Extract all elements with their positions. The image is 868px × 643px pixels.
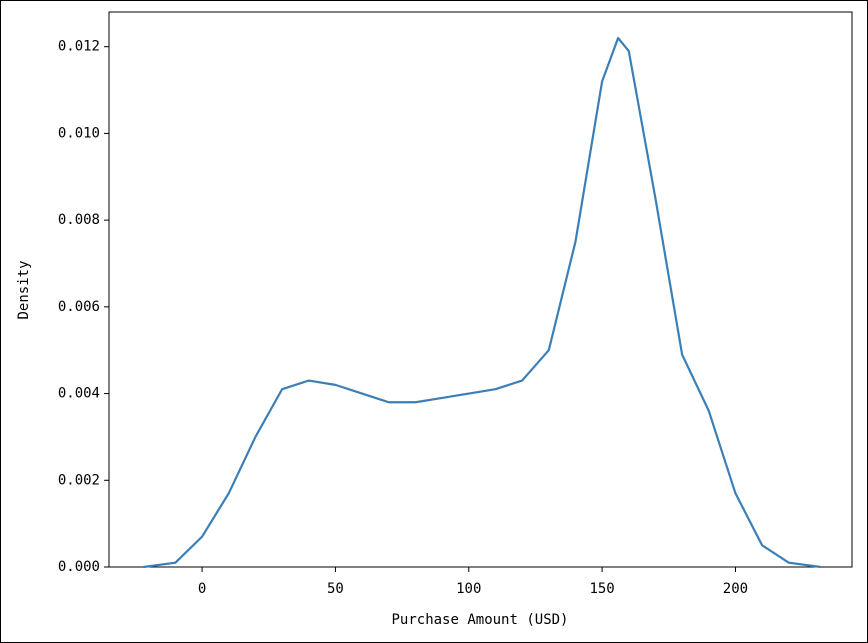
- y-tick-label: 0.000: [58, 559, 100, 575]
- x-axis-label: Purchase Amount (USD): [391, 612, 568, 628]
- x-tick-label: 150: [589, 581, 614, 597]
- x-tick-label: 0: [198, 581, 206, 597]
- y-axis-label: Density: [16, 260, 32, 319]
- plot-area: [108, 11, 853, 568]
- x-tick-label: 50: [327, 581, 344, 597]
- x-tick-label: 200: [723, 581, 748, 597]
- density-line: [143, 36, 821, 569]
- x-tick-label: 100: [456, 581, 481, 597]
- y-tick-label: 0.010: [58, 125, 100, 141]
- y-tick-label: 0.008: [58, 212, 100, 228]
- y-tick-label: 0.012: [58, 39, 100, 55]
- y-tick-label: 0.002: [58, 472, 100, 488]
- y-tick-label: 0.004: [58, 386, 100, 402]
- y-tick-label: 0.006: [58, 299, 100, 315]
